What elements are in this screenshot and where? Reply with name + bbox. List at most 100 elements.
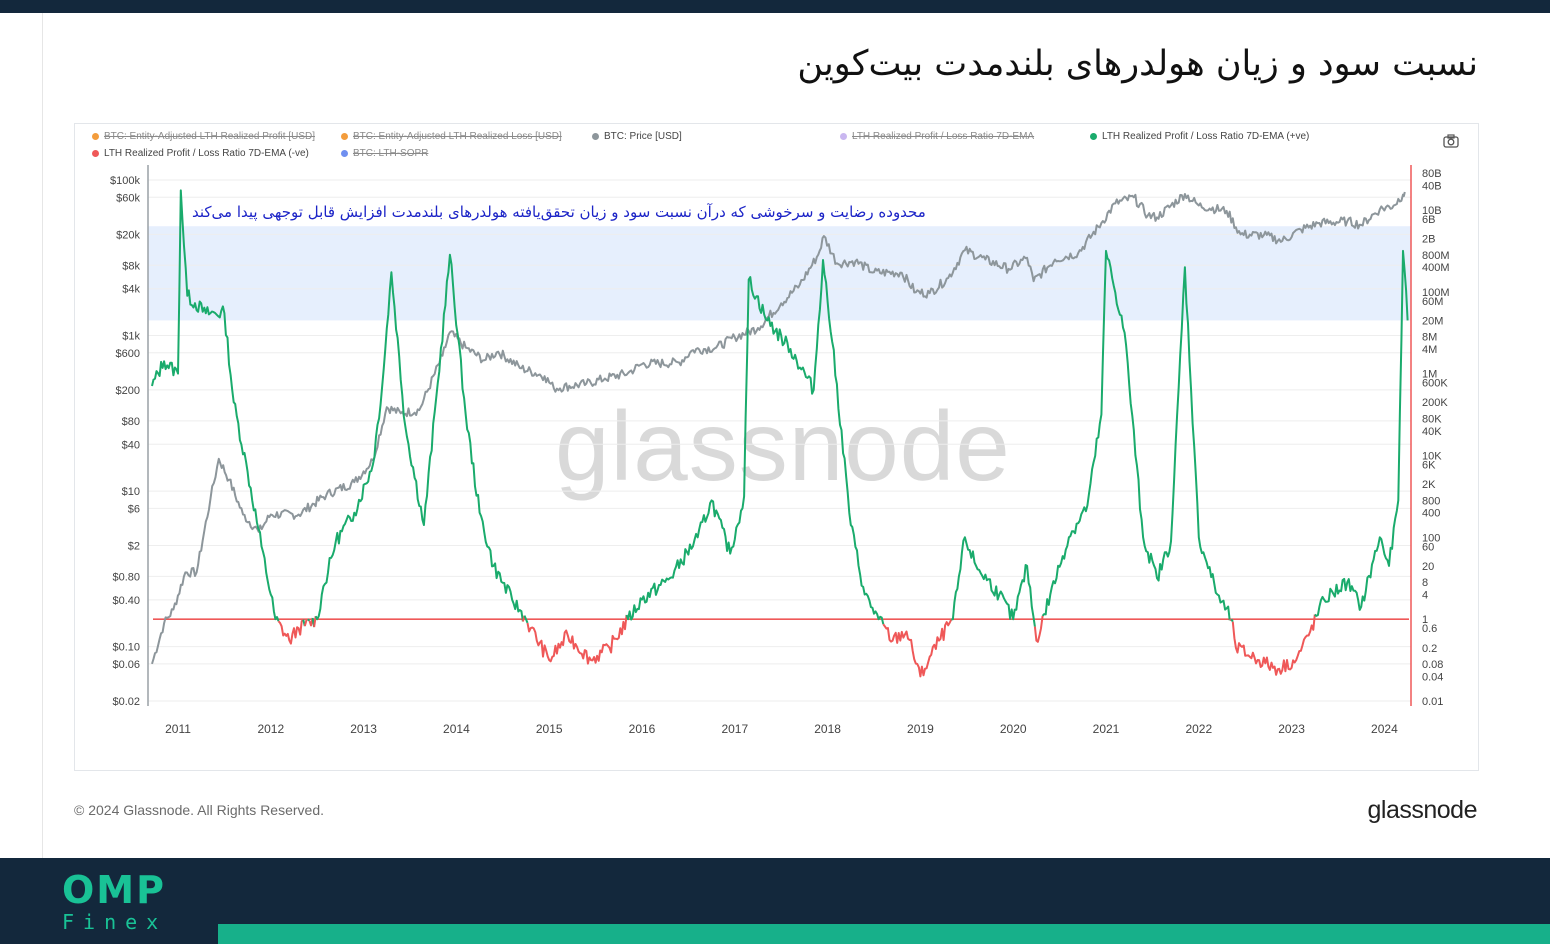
left-tick-label: $0.06 bbox=[112, 659, 140, 671]
right-tick-label: 1 bbox=[1422, 614, 1428, 626]
finex-logo: Finex bbox=[62, 910, 168, 934]
right-tick-label: 600K bbox=[1422, 378, 1448, 390]
x-tick-label: 2012 bbox=[257, 722, 284, 736]
top-bar bbox=[0, 0, 1550, 13]
right-tick-label: 200K bbox=[1422, 397, 1448, 409]
right-tick-label: 6K bbox=[1422, 460, 1436, 472]
ratio-positive-line bbox=[151, 189, 280, 622]
right-axis-ticks: 80B40B10B6B2B800M400M100M60M20M8M4M1M600… bbox=[1422, 168, 1450, 708]
right-tick-label: 1M bbox=[1422, 369, 1437, 381]
ratio-positive-line bbox=[1314, 249, 1409, 617]
legend-lth-sopr[interactable]: BTC: LTH-SOPR bbox=[341, 148, 428, 159]
ratio-positive-line bbox=[951, 536, 1036, 627]
omp-logo: OMP bbox=[62, 868, 166, 912]
x-tick-label: 2021 bbox=[1093, 722, 1120, 736]
right-tick-label: 100M bbox=[1422, 287, 1450, 299]
right-tick-label: 0.01 bbox=[1422, 696, 1443, 708]
x-tick-label: 2011 bbox=[165, 722, 191, 736]
right-tick-label: 2B bbox=[1422, 234, 1435, 246]
left-tick-label: $60k bbox=[116, 192, 140, 204]
legend-dot-icon bbox=[1090, 132, 1097, 140]
right-tick-label: 20M bbox=[1422, 315, 1443, 327]
left-tick-label: $600 bbox=[116, 348, 140, 360]
left-tick-label: $10 bbox=[122, 486, 140, 498]
left-tick-label: $1k bbox=[122, 331, 140, 343]
left-tick-label: $2 bbox=[128, 540, 140, 552]
legend-entity-lth-profit[interactable]: BTC: Entity-Adjusted LTH Realized Profit… bbox=[92, 131, 315, 142]
x-tick-label: 2014 bbox=[443, 722, 470, 736]
ratio-positive-line bbox=[625, 259, 885, 625]
legend-lth-ratio-positive[interactable]: LTH Realized Profit / Loss Ratio 7D-EMA … bbox=[1090, 131, 1309, 142]
left-tick-label: $200 bbox=[116, 385, 140, 397]
legend-dot-icon bbox=[341, 149, 348, 157]
right-tick-label: 4 bbox=[1422, 590, 1428, 602]
legend-dot-icon bbox=[840, 132, 847, 140]
left-tick-label: $4k bbox=[122, 284, 140, 296]
page-title: نسبت سود و زیان هولدرهای بلندمدت بیت‌کوی… bbox=[797, 44, 1478, 84]
ratio-negative-line bbox=[526, 614, 628, 665]
ratio-positive-line bbox=[307, 618, 311, 622]
right-tick-label: 8M bbox=[1422, 332, 1437, 344]
right-tick-label: 40B bbox=[1422, 180, 1442, 192]
copyright: © 2024 Glassnode. All Rights Reserved. bbox=[74, 802, 325, 818]
left-tick-label: $0.02 bbox=[112, 696, 140, 708]
left-tick-label: $100k bbox=[110, 175, 140, 187]
chart-plot: $100k $60k $20k $8k $4k $1k $600 $200 $80 $40 $10 $… bbox=[110, 165, 1450, 736]
legend-label: LTH Realized Profit / Loss Ratio 7D-EMA … bbox=[104, 148, 309, 159]
x-tick-label: 2024 bbox=[1371, 722, 1398, 736]
ratio-negative-line bbox=[882, 618, 953, 678]
right-tick-label: 40K bbox=[1422, 426, 1442, 438]
legend-label: LTH Realized Profit / Loss Ratio 7D-EMA bbox=[852, 131, 1035, 142]
right-tick-label: 8 bbox=[1422, 577, 1428, 589]
brand-logo: glassnode bbox=[1367, 796, 1478, 824]
right-tick-label: 100 bbox=[1422, 532, 1440, 544]
x-tick-label: 2022 bbox=[1185, 722, 1212, 736]
ratio-negative-line bbox=[303, 618, 309, 627]
right-tick-label: 0.08 bbox=[1422, 659, 1443, 671]
left-tick-label: $80 bbox=[122, 416, 140, 428]
left-tick-label: $8k bbox=[122, 260, 140, 272]
right-tick-label: 0.04 bbox=[1422, 671, 1443, 683]
x-axis-ticks: 2011 2012 2013 2014 2015 2016 2017 2018 2019 2020… bbox=[165, 722, 1398, 736]
right-tick-label: 60M bbox=[1422, 296, 1443, 308]
legend-lth-ratio[interactable]: LTH Realized Profit / Loss Ratio 7D-EMA bbox=[840, 131, 1034, 142]
ratio-positive-line bbox=[1230, 618, 1234, 623]
legend-dot-icon bbox=[592, 132, 599, 140]
ratio-positive-line bbox=[314, 253, 524, 622]
series-layer bbox=[151, 189, 1409, 678]
legend-label: BTC: LTH-SOPR bbox=[353, 148, 429, 159]
ratio-negative-line bbox=[277, 618, 305, 645]
ratio-positive-line bbox=[1041, 249, 1231, 621]
right-tick-label: 80K bbox=[1422, 414, 1442, 426]
x-tick-label: 2015 bbox=[536, 722, 563, 736]
camera-icon[interactable] bbox=[1443, 134, 1459, 148]
x-tick-label: 2013 bbox=[350, 722, 377, 736]
right-tick-label: 10K bbox=[1422, 450, 1442, 462]
right-tick-label: 2K bbox=[1422, 479, 1436, 491]
ratio-positive-line bbox=[523, 615, 529, 624]
right-tick-label: 10B bbox=[1422, 205, 1442, 217]
legend-btc-price[interactable]: BTC: Price [USD] bbox=[592, 131, 682, 142]
right-tick-label: 800M bbox=[1422, 250, 1450, 262]
x-tick-label: 2017 bbox=[721, 722, 748, 736]
ratio-negative-line bbox=[313, 616, 317, 628]
legend-lth-ratio-negative[interactable]: LTH Realized Profit / Loss Ratio 7D-EMA … bbox=[92, 148, 309, 159]
watermark: glassnode bbox=[555, 391, 1011, 501]
legend-entity-lth-loss[interactable]: BTC: Entity-Adjusted LTH Realized Loss [… bbox=[341, 131, 562, 142]
x-tick-label: 2016 bbox=[629, 722, 656, 736]
right-tick-label: 4M bbox=[1422, 344, 1437, 356]
legend-dot-icon bbox=[341, 132, 348, 140]
right-tick-label: 0.2 bbox=[1422, 643, 1437, 655]
right-tick-label: 800 bbox=[1422, 495, 1440, 507]
right-tick-label: 60 bbox=[1422, 541, 1434, 553]
footer-accent-bar bbox=[218, 924, 1550, 944]
ratio-negative-line bbox=[1033, 615, 1044, 643]
legend-label: LTH Realized Profit / Loss Ratio 7D-EMA … bbox=[1102, 131, 1310, 142]
btc-price-line bbox=[151, 191, 1406, 665]
x-tick-label: 2020 bbox=[1000, 722, 1027, 736]
right-tick-label: 80B bbox=[1422, 168, 1442, 180]
right-tick-label: 6B bbox=[1422, 214, 1435, 226]
left-tick-label: $0.80 bbox=[112, 571, 140, 583]
x-tick-label: 2018 bbox=[814, 722, 841, 736]
right-tick-label: 400 bbox=[1422, 508, 1440, 520]
